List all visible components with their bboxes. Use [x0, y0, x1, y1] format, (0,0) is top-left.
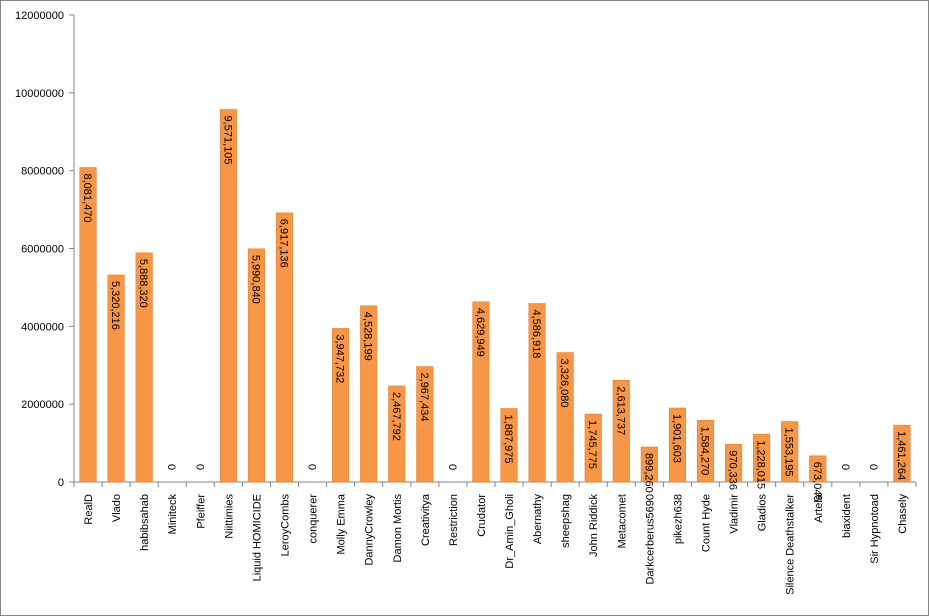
category-label: Vlado — [111, 494, 123, 522]
data-label: 2,613,737 — [614, 386, 626, 435]
data-label: 0 — [306, 464, 318, 470]
bar — [781, 421, 799, 483]
data-label: 673,045 — [811, 462, 823, 502]
bar — [107, 274, 125, 483]
bar — [668, 407, 687, 483]
bar — [724, 443, 743, 483]
bar — [640, 446, 658, 483]
category-label: Restriction — [448, 494, 460, 546]
bar — [753, 433, 771, 483]
y-tick-label: 10000000 — [15, 88, 64, 100]
bar — [584, 413, 602, 483]
data-label: 5,320,216 — [109, 281, 121, 330]
category-label: habibsahab — [139, 494, 151, 551]
bar — [135, 252, 153, 483]
category-label: sheepshag — [560, 494, 572, 548]
data-label: 970,336 — [727, 450, 739, 490]
data-label: 1,584,270 — [699, 426, 711, 475]
category-label: biaxident — [841, 494, 853, 538]
data-label: 0 — [165, 464, 177, 470]
y-tick-label: 4000000 — [21, 321, 64, 333]
bar — [219, 109, 237, 483]
category-label: Miniteck — [167, 494, 179, 535]
bar — [416, 366, 434, 483]
data-label: 0 — [446, 464, 458, 470]
bar — [809, 455, 827, 483]
category-label: Molly Emma — [336, 493, 348, 554]
data-label: 1,461,264 — [895, 431, 907, 480]
category-label: Pfeiffer — [195, 494, 207, 529]
category-label: Liquid HOMICIDE — [251, 494, 263, 581]
data-label: 1,887,975 — [502, 415, 514, 464]
y-tick-label: 6000000 — [21, 244, 64, 256]
bar — [696, 420, 715, 483]
data-label: 1,901,603 — [670, 414, 682, 463]
category-label: Dr_Amin_Gholi — [504, 494, 516, 569]
data-label: 2,967,434 — [418, 373, 430, 422]
category-label: pikezh638 — [672, 494, 684, 544]
category-label: LeroyCombs — [280, 494, 292, 557]
y-tick-label: 8000000 — [21, 166, 64, 178]
category-label: Niittimies — [223, 494, 235, 539]
category-label: Silence Deathstalker — [785, 494, 797, 595]
data-label: 5,888,320 — [137, 259, 149, 308]
bar — [360, 305, 378, 483]
data-label: 4,629,949 — [474, 308, 486, 357]
y-tick-label: 2000000 — [21, 399, 64, 411]
data-label: 4,528,199 — [362, 312, 374, 361]
category-label: DannyCrowley — [364, 494, 376, 566]
y-tick-label: 12000000 — [15, 10, 64, 22]
bar — [893, 424, 911, 483]
data-label: 3,326,080 — [558, 359, 570, 408]
data-label: 0 — [867, 464, 879, 470]
category-label: RealD — [83, 494, 95, 525]
category-label: Vladimir — [729, 494, 741, 534]
data-label: 8,081,470 — [81, 173, 93, 222]
bar — [247, 248, 266, 483]
bar — [500, 408, 518, 483]
bar — [528, 303, 546, 483]
data-label: 4,586,918 — [530, 309, 542, 358]
category-label: Creativitya — [420, 493, 432, 546]
data-label: 9,571,105 — [221, 116, 233, 165]
bar — [275, 212, 294, 483]
bar — [556, 352, 574, 483]
data-label: 1,553,195 — [783, 428, 795, 477]
bar — [472, 301, 490, 483]
data-label: 1,228,015 — [755, 440, 767, 489]
data-label: 5,990,840 — [249, 255, 261, 304]
category-label: conquerer — [308, 494, 320, 544]
data-label: 899,260 — [642, 453, 654, 493]
category-label: Metacomet — [616, 494, 628, 548]
data-label: 1,745,775 — [586, 420, 598, 469]
data-label: 0 — [193, 464, 205, 470]
category-label: Darkcerberus5690 — [644, 494, 656, 585]
category-label: Chasely — [897, 494, 909, 534]
category-label: Abernathy — [532, 494, 544, 545]
category-label: Artela — [813, 493, 825, 523]
data-label: 3,947,732 — [334, 334, 346, 383]
bar — [388, 385, 406, 483]
category-label: Gladios — [757, 494, 769, 532]
data-label: 0 — [839, 464, 851, 470]
bar — [332, 328, 350, 483]
data-label: 6,917,136 — [278, 219, 290, 268]
bar — [79, 167, 97, 483]
y-tick-label: 0 — [58, 477, 64, 489]
category-label: Sir Hypnotoad — [869, 494, 881, 564]
category-label: Count Hyde — [701, 494, 713, 552]
category-label: Crudator — [476, 494, 488, 537]
bar — [612, 379, 630, 483]
category-label: Damon Mortis — [392, 494, 404, 563]
data-label: 2,467,792 — [390, 392, 402, 441]
category-label: John Riddick — [588, 494, 600, 557]
